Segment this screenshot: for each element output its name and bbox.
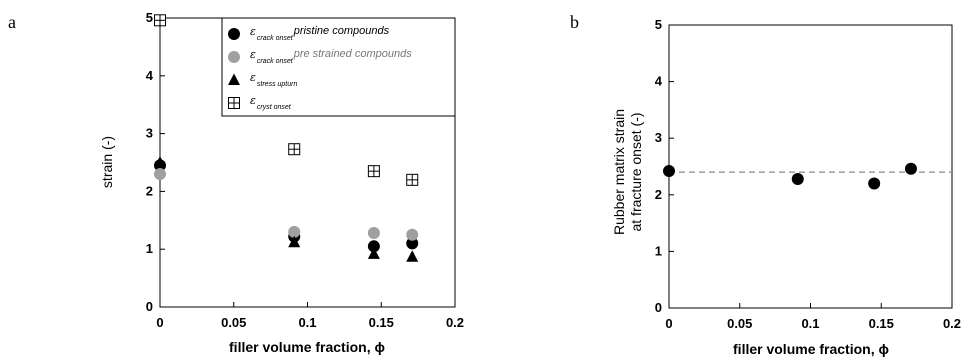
panel-a-y-tick-label: 5: [146, 10, 153, 25]
panel-a-x-tick-label: 0.2: [446, 315, 464, 330]
panel-b-y-axis-label-line1: Rubber matrix strain: [611, 109, 627, 235]
panel-a-y-tick-label: 2: [146, 183, 153, 198]
panel-a-y-tick-label: 0: [146, 299, 153, 314]
panel-a-series-1-point: [367, 240, 380, 253]
legend-label-1: εcrack onsetpristine compounds: [250, 25, 390, 42]
panel-b-x-tick-label: 0.15: [869, 316, 894, 331]
panel-b-y-tick-label: 4: [655, 74, 663, 89]
panel-b-y-tick-label: 3: [655, 130, 662, 145]
panel-b-x-ticks: 0 0.05 0.1 0.15 0.2: [665, 303, 961, 331]
legend-label-4: εcryst onset: [250, 94, 292, 111]
panel-b-x-tick-label: 0.05: [727, 316, 752, 331]
legend-marker-3: [228, 73, 240, 85]
legend-marker-1: [228, 28, 240, 40]
panel-b-y-tick-label: 0: [655, 300, 662, 315]
panel-b-y-tick-label: 5: [655, 17, 662, 32]
panel-a-series-3-point: [154, 156, 166, 168]
panel-a-x-tick-label: 0.05: [221, 315, 246, 330]
panel-b-series-point: [791, 172, 804, 185]
panel-a-series-4-point: [367, 165, 380, 178]
panel-a-series-2-point: [406, 228, 419, 241]
panel-a-series-2-point: [154, 168, 166, 181]
panel-b-y-tick-label: 1: [655, 243, 662, 258]
panel-a-x-tick-label: 0: [156, 315, 163, 330]
panel-a-y-axis-label: strain (-): [99, 136, 115, 188]
legend-label-2: εcrack onsetpre strained compounds: [250, 48, 412, 65]
panel-b-x-tick-label: 0.2: [943, 316, 961, 331]
panel-b-y-axis-label-line2: at fracture onset (-): [628, 112, 644, 231]
panel-a-series-4-point: [288, 143, 301, 156]
panel-b-data-points: [663, 162, 917, 190]
panel-a-data-points: [154, 14, 419, 262]
panel-a-x-axis-label: filler volume fraction, ϕ: [229, 339, 385, 355]
panel-a-label: a: [8, 12, 16, 32]
panel-a-y-tick-label: 3: [146, 126, 153, 141]
panel-a-series-4-point: [154, 14, 166, 27]
panel-b: b 0 0.05 0.1 0.15 0.2 0 1 2 3 4 5 Rubber matrix s…: [570, 12, 961, 357]
panel-a-series-2-point: [288, 225, 301, 238]
legend-marker-4: [228, 97, 240, 109]
legend-marker-2: [228, 51, 240, 63]
panel-b-x-axis-label: filler volume fraction, ϕ: [733, 341, 889, 357]
legend-label-3: εstress upturn: [250, 71, 297, 88]
panel-b-x-tick-label: 0: [665, 316, 672, 331]
panel-a-series-3-point: [406, 250, 419, 262]
panel-a-series-2-point: [367, 227, 380, 240]
panel-a-x-tick-label: 0.15: [369, 315, 394, 330]
panel-b-label: b: [570, 12, 579, 32]
panel-a-x-tick-label: 0.1: [298, 315, 316, 330]
legend-box: [221, 17, 456, 117]
panel-a-y-tick-label: 4: [146, 68, 154, 83]
panel-b-series-point: [663, 165, 675, 178]
panel-a-series-3-point: [367, 247, 380, 259]
panel-b-series-point: [868, 177, 881, 190]
panel-b-y-ticks: 0 1 2 3 4 5: [655, 17, 674, 315]
panel-b-series-point: [904, 162, 917, 175]
panel-b-x-tick-label: 0.1: [801, 316, 819, 331]
panel-a-y-tick-label: 1: [146, 241, 153, 256]
panel-a-legend: εcrack onsetpristine compounds εcrack ons…: [221, 17, 456, 117]
panel-b-y-tick-label: 2: [655, 187, 662, 202]
panel-a: a 0 0.05 0.1 0.15 0.2 0 1 2 3 4 5 strain (-) fill…: [8, 10, 464, 355]
panel-a-x-ticks: 0 0.05 0.1 0.15 0.2: [156, 302, 464, 330]
panel-a-series-3-point: [288, 235, 301, 248]
panel-a-series-4-point: [406, 173, 419, 186]
panel-a-series-1-point: [406, 237, 419, 250]
